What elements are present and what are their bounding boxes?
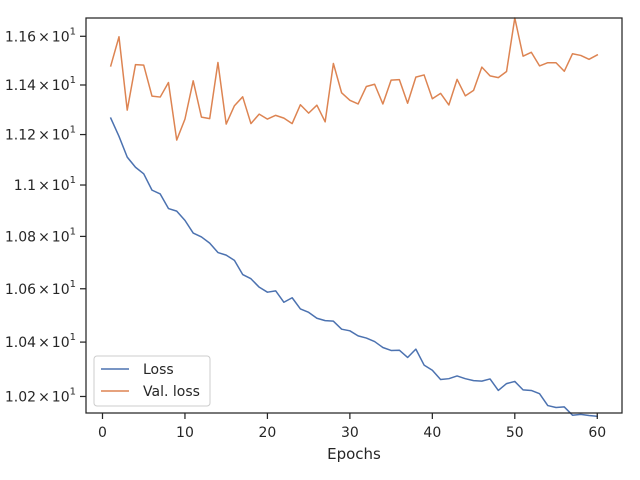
x-tick-label: 60: [588, 425, 606, 441]
x-axis-label: Epochs: [327, 445, 381, 463]
x-tick-label: 20: [259, 425, 277, 441]
y-tick-label: 1.04 × 101: [5, 332, 76, 351]
y-axis: 1.02 × 101 1.04 × 101 1.06 × 101 1.08 × 101 1.1 × 101 1…: [5, 26, 86, 405]
series-layer: [109, 17, 599, 418]
x-axis: 0 10 20 30 40 50 60: [98, 413, 606, 441]
x-tick-label: 40: [423, 425, 441, 441]
y-tick-label: 1.08 × 101: [5, 226, 76, 245]
x-tick-label: 30: [341, 425, 359, 441]
legend: Loss Val. loss: [93, 355, 211, 407]
x-tick-label: 10: [176, 425, 194, 441]
y-tick-label: 1.14 × 101: [5, 75, 76, 94]
plot-background: [86, 18, 622, 413]
x-tick-label: 0: [98, 425, 107, 441]
x-tick-label: 50: [506, 425, 524, 441]
series-line-loss: [109, 117, 599, 418]
y-tick-label: 1.12 × 101: [5, 125, 76, 144]
legend-label-val-loss: Val. loss: [143, 384, 200, 400]
plot-frame: [85, 17, 623, 414]
y-tick-label: 1.06 × 101: [5, 279, 76, 298]
legend-label-loss: Loss: [143, 362, 174, 378]
y-tick-label: 1.02 × 101: [5, 386, 76, 405]
y-tick-label: 1.16 × 101: [5, 26, 76, 45]
y-tick-label: 1.1 × 101: [14, 175, 76, 194]
series-line-val-loss: [109, 17, 599, 141]
